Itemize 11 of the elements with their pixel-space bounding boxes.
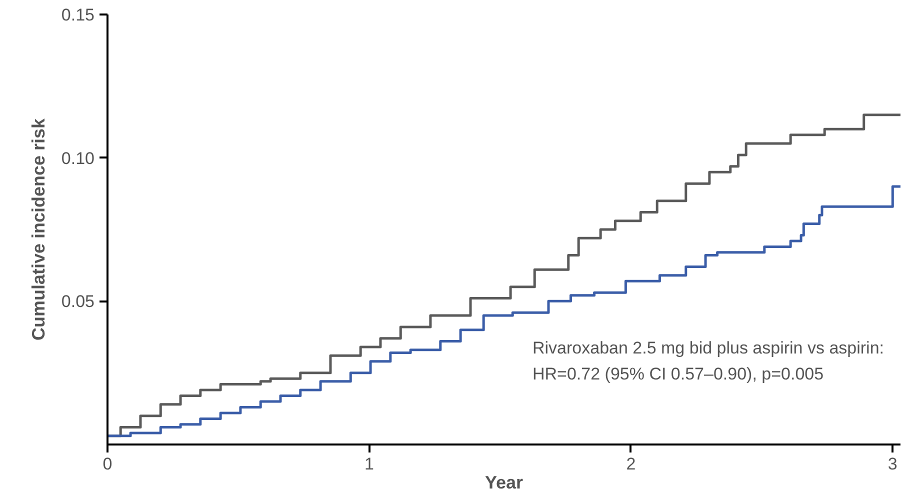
x-tick-label: 3 <box>888 454 898 474</box>
x-axis-title: Year <box>484 472 524 492</box>
x-tick-label: 1 <box>364 454 374 474</box>
x-tick-label: 0 <box>102 454 112 474</box>
y-axis-title: Cumulative incidence risk <box>28 117 48 341</box>
y-tick-label: 0.05 <box>61 292 95 312</box>
y-tick-label: 0.15 <box>61 6 95 24</box>
annotation: Rivaroxaban 2.5 mg bid plus aspirin vs aspirin: <box>532 338 884 358</box>
x-tick-label: 2 <box>626 454 636 474</box>
y-tick-label: 0.10 <box>61 148 95 168</box>
annotation: HR=0.72 (95% CI 0.57–0.90), p=0.005 <box>532 364 824 384</box>
